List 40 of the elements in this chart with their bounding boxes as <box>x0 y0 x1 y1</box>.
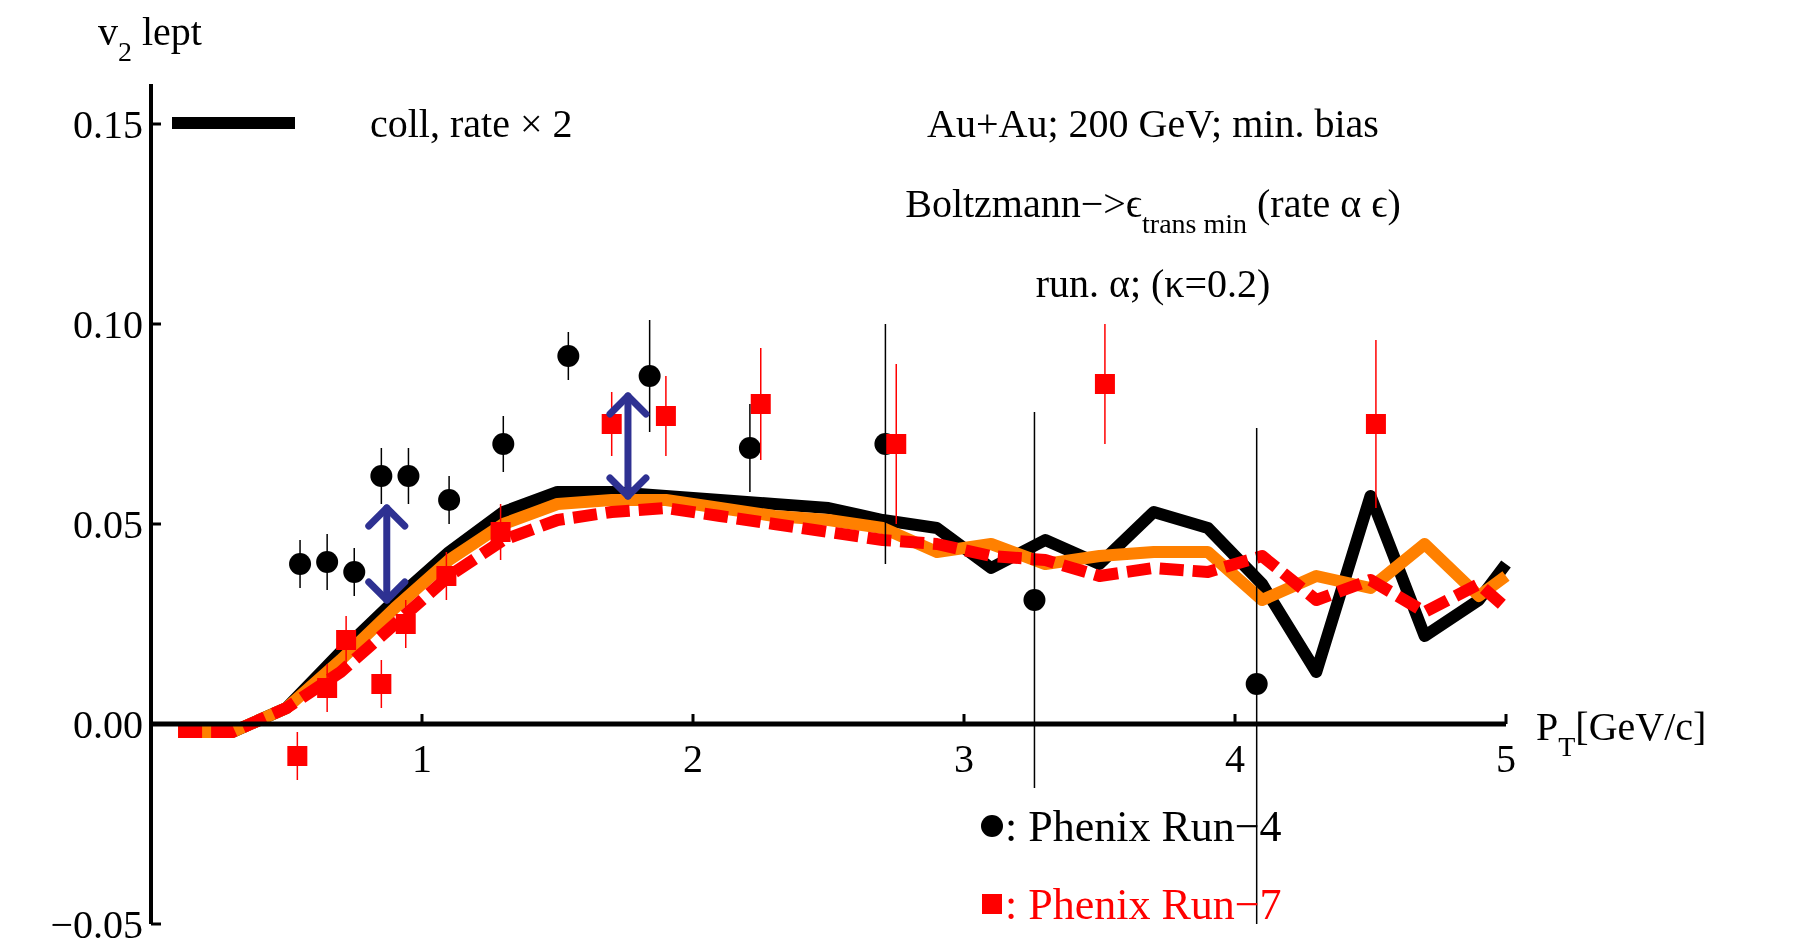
point <box>436 566 457 586</box>
x-tick-label: 3 <box>954 736 974 781</box>
y-tick-label: 0.15 <box>73 102 143 147</box>
point <box>601 414 622 434</box>
point <box>397 465 420 487</box>
point <box>316 551 339 573</box>
point <box>638 365 661 387</box>
point <box>655 406 676 426</box>
point <box>438 489 461 511</box>
y-tick-label: −0.05 <box>50 902 143 942</box>
point <box>1023 589 1046 611</box>
point <box>289 553 312 575</box>
annotation: run. α; (κ=0.2) <box>1035 261 1271 306</box>
point <box>371 674 392 694</box>
point <box>1094 374 1115 394</box>
point <box>738 437 761 459</box>
point <box>1245 673 1268 695</box>
point <box>370 465 393 487</box>
point <box>750 394 771 414</box>
x-axis-title: P$_{T}$[GeV/c] <box>1536 704 1707 762</box>
point <box>336 630 357 650</box>
point <box>317 678 338 698</box>
legend-label: coll, rate × 2 <box>370 101 573 146</box>
x-tick-label: 4 <box>1225 736 1245 781</box>
y-axis-title: v$_{2}$ lept <box>98 9 202 67</box>
point <box>886 434 907 454</box>
point <box>343 561 366 583</box>
x-tick-label: 1 <box>412 736 432 781</box>
point <box>492 433 515 455</box>
annotation: Au+Au; 200 GeV; min. bias <box>927 101 1379 146</box>
y-tick-label: 0.10 <box>73 302 143 347</box>
x-tick-label: 5 <box>1496 736 1516 781</box>
y-tick-label: 0.05 <box>73 502 143 547</box>
y-tick-label: 0.00 <box>73 702 143 747</box>
point <box>287 746 308 766</box>
annotation: Boltzmann−>ϵ$_{trans min}$ (rate α ϵ) <box>905 181 1401 239</box>
point <box>557 345 580 367</box>
point <box>1365 414 1386 434</box>
x-tick-label: 2 <box>683 736 703 781</box>
point <box>490 522 511 542</box>
